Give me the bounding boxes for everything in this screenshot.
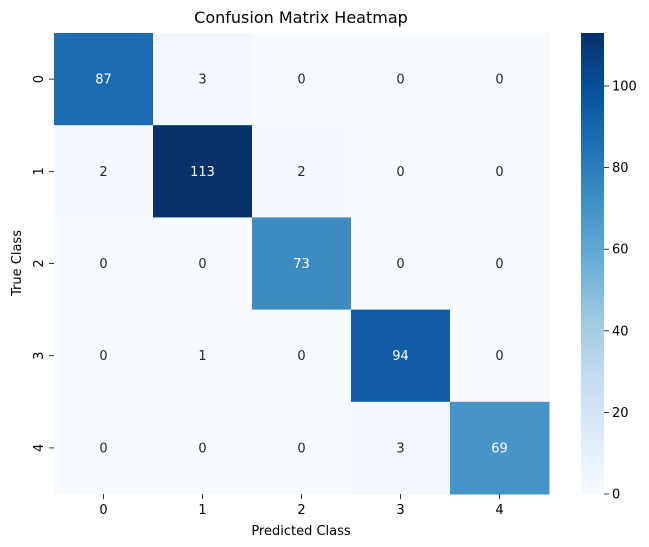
cell-value: 73 [293,257,310,272]
heatmap-cell [351,401,451,495]
heatmap-cell [450,33,550,126]
x-axis-ticks: 0 1 2 3 4 [99,494,504,518]
heatmap-cell [153,217,253,311]
heatmap-cell [54,401,154,495]
cell-value: 0 [396,257,404,272]
cell-value: 0 [495,349,503,364]
heatmap-cell [252,33,352,126]
cell-value: 3 [396,441,404,456]
x-tick-label: 0 [99,503,107,518]
cell-value: 0 [198,441,206,456]
cell-value: 0 [297,349,305,364]
colorbar-tick-label: 100 [612,80,637,95]
cell-value: 0 [396,73,404,88]
x-axis-label: Predicted Class [251,524,351,539]
heatmap-cell [252,125,352,218]
heatmap-cell [450,401,550,495]
y-tick-label: 0 [32,75,47,83]
x-tick-label: 1 [198,503,206,518]
x-tick-label: 3 [396,503,404,518]
heatmap-cell [252,217,352,311]
cell-value: 1 [198,349,206,364]
heatmap-cell [351,33,451,126]
heatmap-cell [153,309,253,403]
colorbar-tick-label: 20 [612,406,629,421]
cell-value: 0 [198,257,206,272]
cell-value: 0 [396,165,404,180]
cell-value: 0 [99,257,107,272]
y-axis-ticks: 0 1 2 3 4 [32,75,54,452]
heatmap-cell [252,401,352,495]
heatmap-cell [54,309,154,403]
cell-value: 0 [495,165,503,180]
x-tick-label: 2 [297,503,305,518]
colorbar-tick-label: 0 [612,488,620,503]
heatmap-cell [153,33,253,126]
heatmap-cell [153,125,253,218]
x-tick-label: 4 [495,503,503,518]
heatmap-cell [351,125,451,218]
heatmap-cell [351,217,451,311]
colorbar-tick-label: 60 [612,243,629,258]
cell-value: 87 [95,73,112,88]
y-tick-label: 2 [32,259,47,267]
cell-value: 2 [99,165,107,180]
heatmap-cell [450,217,550,311]
y-tick-label: 1 [32,167,47,175]
y-tick-label: 3 [32,352,47,360]
heatmap-cell [450,125,550,218]
heatmap-cells [54,33,550,495]
colorbar-tick-label: 40 [612,324,629,339]
heatmap-cell [450,309,550,403]
colorbar-tick-label: 80 [612,161,629,176]
heatmap-cell [351,309,451,403]
cell-value: 0 [99,441,107,456]
cell-value: 2 [297,165,305,180]
cell-value: 3 [198,73,206,88]
heatmap-cell [54,125,154,218]
cell-value: 0 [495,73,503,88]
heatmap-cell [153,401,253,495]
y-tick-label: 4 [32,444,47,452]
cell-value: 94 [392,349,409,364]
heatmap-cell [252,309,352,403]
cell-value: 0 [99,349,107,364]
heatmap-cell [54,217,154,311]
cell-value: 69 [491,441,508,456]
chart-title: Confusion Matrix Heatmap [194,8,408,27]
heatmap-cell [54,33,154,126]
cell-value: 0 [297,73,305,88]
colorbar [581,33,604,494]
cell-value: 0 [495,257,503,272]
y-axis-label: True Class [10,230,25,297]
cell-value: 113 [190,165,215,180]
cell-annotations: 87 3 0 0 0 2 113 2 0 0 0 0 73 0 0 0 1 0 94 0 0 0 0 3 69 [95,73,508,457]
colorbar-ticks: 0 20 40 60 80 100 [604,80,637,503]
cell-value: 0 [297,441,305,456]
